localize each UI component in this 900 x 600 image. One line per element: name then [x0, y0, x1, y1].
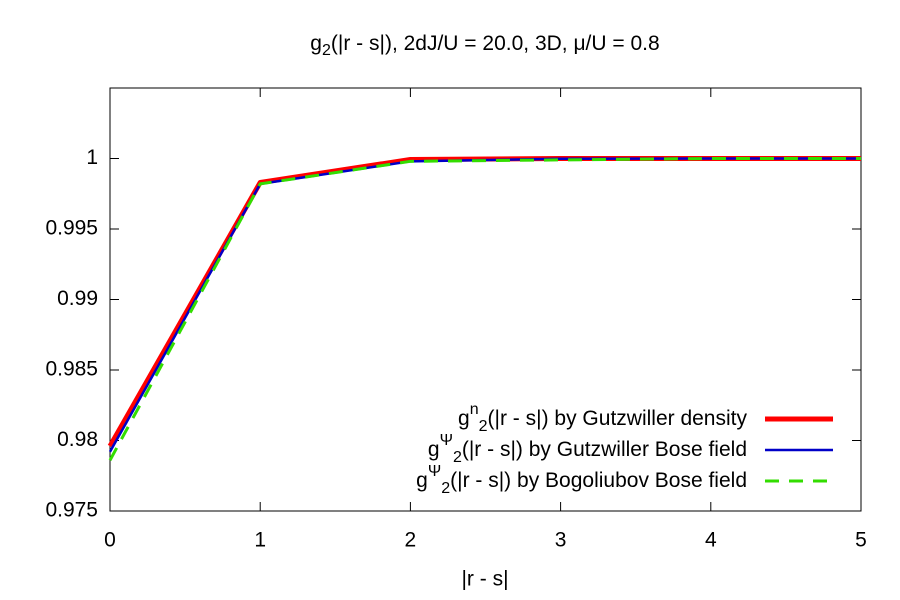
legend-label: gn2(|r - s|) by Gutzwiller density: [458, 401, 747, 435]
y-tick-label: 0.98: [57, 428, 98, 451]
x-tick-label: 4: [705, 529, 717, 552]
legend-label: gΨ2(|r - s|) by Bogoliubov Bose field: [416, 463, 747, 497]
x-tick-label: 1: [254, 529, 266, 552]
x-tick-label: 3: [555, 529, 567, 552]
legend-rest: (|r - s|) by Gutzwiller density: [488, 407, 748, 430]
y-tick-label: 1: [86, 146, 98, 169]
title-base: g: [310, 32, 322, 55]
legend-sup: Ψ: [440, 432, 453, 449]
y-tick-label: 0.975: [45, 499, 98, 522]
legend-sub: 2: [441, 480, 450, 497]
legend-base: g: [428, 438, 440, 461]
x-tick-label: 2: [405, 529, 417, 552]
legend-sub: 2: [453, 449, 462, 466]
title-sub: 2: [322, 42, 331, 59]
y-tick-label: 0.985: [45, 358, 98, 381]
legend-sup: n: [470, 401, 479, 418]
x-axis-label: |r - s|: [461, 568, 508, 591]
series-line: [108, 157, 861, 461]
x-tick-label: 0: [104, 529, 116, 552]
x-tick-label: 5: [855, 529, 867, 552]
y-tick-label: 0.99: [57, 287, 98, 310]
legend-sub: 2: [479, 418, 488, 435]
y-tick-label: 0.995: [45, 217, 98, 240]
legend-base: g: [458, 407, 470, 430]
title-rest: (|r - s|), 2dJ/U = 20.0, 3D, μ/U = 0.8: [331, 32, 660, 55]
legend-label: gΨ2(|r - s|) by Gutzwiller Bose field: [428, 432, 747, 466]
legend-rest: (|r - s|) by Gutzwiller Bose field: [462, 438, 747, 461]
series-line: [107, 156, 861, 448]
legend-sup: Ψ: [428, 463, 441, 480]
legend-base: g: [416, 469, 428, 492]
chart-title: g2(|r - s|), 2dJ/U = 20.0, 3D, μ/U = 0.8: [310, 32, 659, 60]
legend-rest: (|r - s|) by Bogoliubov Bose field: [450, 469, 747, 492]
series-line: [108, 157, 861, 453]
